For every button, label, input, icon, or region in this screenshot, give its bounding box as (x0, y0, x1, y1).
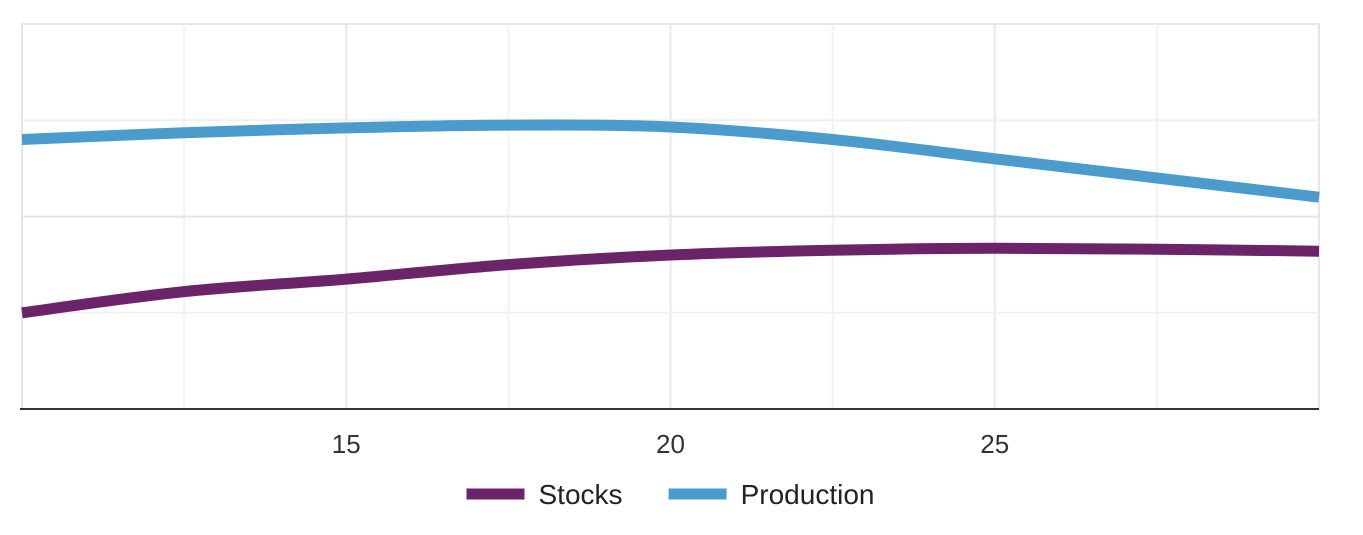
x-tick-label: 20 (656, 429, 685, 459)
legend-item-production: Production (668, 479, 875, 510)
x-axis: 15 20 25 (20, 408, 1319, 459)
legend-label: Stocks (539, 479, 623, 510)
grid (21, 23, 1320, 410)
x-tick-label: 15 (332, 429, 361, 459)
legend: Stocks Production (466, 479, 875, 510)
x-tick-label: 25 (980, 429, 1009, 459)
series-layer (21, 119, 1320, 319)
legend-label: Production (741, 479, 875, 510)
series-line-stocks (21, 242, 1320, 319)
legend-item-stocks: Stocks (466, 479, 623, 510)
series-line-production (21, 119, 1320, 203)
